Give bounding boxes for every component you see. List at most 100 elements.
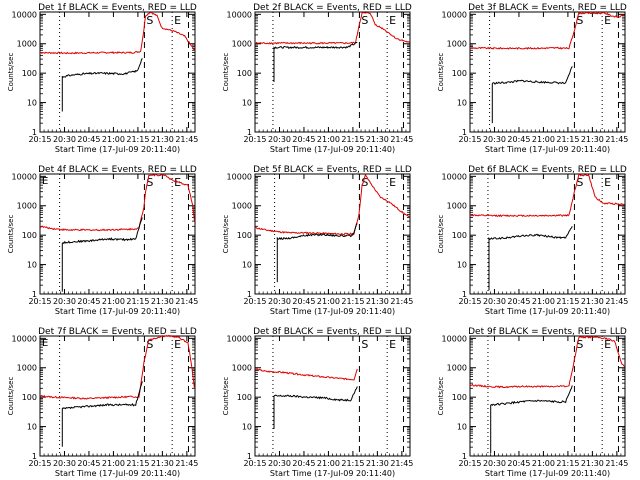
x-tick-label: 21:15 [341, 459, 364, 468]
x-tick-label: 21:30 [151, 297, 174, 306]
x-tick-label: 21:30 [581, 297, 604, 306]
x-tick-label: 21:30 [366, 459, 389, 468]
y-axis-label: Counts/sec [437, 377, 445, 416]
x-tick-label: 20:15 [458, 297, 481, 306]
x-tick-label: 21:30 [581, 135, 604, 144]
x-tick-label: 20:30 [483, 135, 506, 144]
y-tick-label: 1000 [447, 40, 467, 49]
marker-label: E [389, 176, 396, 189]
panel-det-6: Det 6f BLACK = Events, RED = LLD 1 10 100 10… [437, 165, 628, 316]
panel-det-2: Det 2f BLACK = Events, RED = LLD 1 10 100 10… [222, 3, 413, 154]
x-tick-label: 21:30 [151, 135, 174, 144]
panel-title: Det 2f BLACK = Events, RED = LLD [253, 3, 412, 13]
events-series-line [61, 217, 143, 292]
x-tick-label: 21:30 [151, 459, 174, 468]
x-tick-label: 21:00 [102, 135, 125, 144]
y-tick-label: 1 [32, 452, 37, 461]
marker-label: S [576, 338, 583, 351]
x-tick-label: 21:00 [317, 459, 340, 468]
y-tick-label: 10 [27, 99, 37, 108]
lld-series-line [470, 173, 625, 218]
corner-letter: E [42, 176, 48, 187]
y-axis-label: Counts/sec [7, 377, 15, 416]
y-tick-label: 10000 [442, 334, 467, 343]
marker-label: E [604, 176, 611, 189]
x-tick-label: 20:15 [243, 297, 266, 306]
x-tick-label: 21:15 [126, 297, 149, 306]
x-tick-label: 20:30 [268, 459, 291, 468]
y-tick-label: 100 [22, 231, 37, 240]
y-tick-label: 1000 [17, 202, 37, 211]
y-tick-label: 100 [452, 231, 467, 240]
marker-label: S [361, 338, 368, 351]
y-axis-label: Counts/sec [7, 215, 15, 254]
panel-det-4: Det 4f BLACK = Events, RED = LLD 1 10 100 10… [7, 165, 198, 316]
lld-series-line [469, 335, 625, 389]
y-tick-label: 1000 [447, 202, 467, 211]
events-series-line [488, 226, 573, 291]
x-tick-label: 20:45 [77, 459, 100, 468]
x-tick-label: 21:45 [175, 135, 198, 144]
y-tick-label: 100 [452, 393, 467, 402]
lld-series-line [39, 11, 195, 55]
marker-label: E [389, 338, 396, 351]
x-axis-label: Start Time (17-Jul-09 20:11:40) [55, 307, 180, 316]
x-tick-label: 21:00 [102, 297, 125, 306]
x-tick-label: 21:45 [175, 459, 198, 468]
x-tick-label: 21:45 [390, 297, 413, 306]
marker-label: E [174, 176, 181, 189]
x-tick-label: 21:15 [556, 459, 579, 468]
x-tick-label: 21:00 [532, 459, 555, 468]
y-tick-label: 10 [457, 423, 467, 432]
y-tick-label: 10 [242, 99, 252, 108]
x-tick-label: 21:15 [556, 135, 579, 144]
x-tick-label: 21:15 [126, 135, 149, 144]
x-tick-label: 20:45 [507, 135, 530, 144]
marker-label: S [576, 176, 583, 189]
y-axis-label: Counts/sec [222, 377, 230, 416]
x-tick-label: 20:30 [53, 135, 76, 144]
events-series-line [491, 66, 573, 124]
x-tick-label: 20:30 [268, 297, 291, 306]
events-series-line [273, 42, 358, 82]
y-tick-label: 100 [452, 69, 467, 78]
lld-series-line [254, 368, 358, 381]
panel-title: Det 4f BLACK = Events, RED = LLD [38, 165, 197, 175]
y-tick-label: 1 [462, 128, 467, 137]
x-tick-label: 20:45 [507, 297, 530, 306]
y-axis-label: Counts/sec [222, 53, 230, 92]
y-tick-label: 1 [247, 128, 252, 137]
x-tick-label: 20:30 [483, 297, 506, 306]
y-tick-label: 1000 [232, 364, 252, 373]
x-tick-label: 21:45 [175, 297, 198, 306]
x-axis-label: Start Time (17-Jul-09 20:11:40) [270, 145, 395, 154]
x-tick-label: 21:00 [532, 297, 555, 306]
x-tick-label: 21:15 [341, 135, 364, 144]
x-tick-label: 21:15 [126, 459, 149, 468]
y-tick-label: 10 [457, 99, 467, 108]
marker-label: S [146, 338, 153, 351]
x-tick-label: 21:45 [605, 297, 628, 306]
y-tick-label: 100 [237, 393, 252, 402]
y-axis-label: Counts/sec [7, 53, 15, 92]
panel-det-8: Det 8f BLACK = Events, RED = LLD 1 10 100 10… [222, 327, 413, 478]
x-tick-label: 21:45 [605, 135, 628, 144]
y-tick-label: 1000 [232, 202, 252, 211]
panel-title: Det 5f BLACK = Events, RED = LLD [253, 165, 412, 175]
x-tick-label: 21:45 [605, 459, 628, 468]
panel-title: Det 9f BLACK = Events, RED = LLD [468, 327, 627, 337]
y-tick-label: 100 [237, 231, 252, 240]
x-tick-label: 20:30 [268, 135, 291, 144]
marker-label: S [361, 176, 368, 189]
x-tick-label: 21:00 [317, 135, 340, 144]
x-tick-label: 20:45 [292, 297, 315, 306]
x-tick-label: 20:45 [77, 297, 100, 306]
y-tick-label: 10000 [12, 334, 37, 343]
x-tick-label: 20:30 [483, 459, 506, 468]
x-tick-label: 21:45 [390, 459, 413, 468]
x-tick-label: 21:00 [317, 297, 340, 306]
marker-label: E [604, 14, 611, 27]
x-tick-label: 20:45 [292, 135, 315, 144]
events-series-line [61, 381, 143, 447]
y-axis-label: Counts/sec [222, 215, 230, 254]
